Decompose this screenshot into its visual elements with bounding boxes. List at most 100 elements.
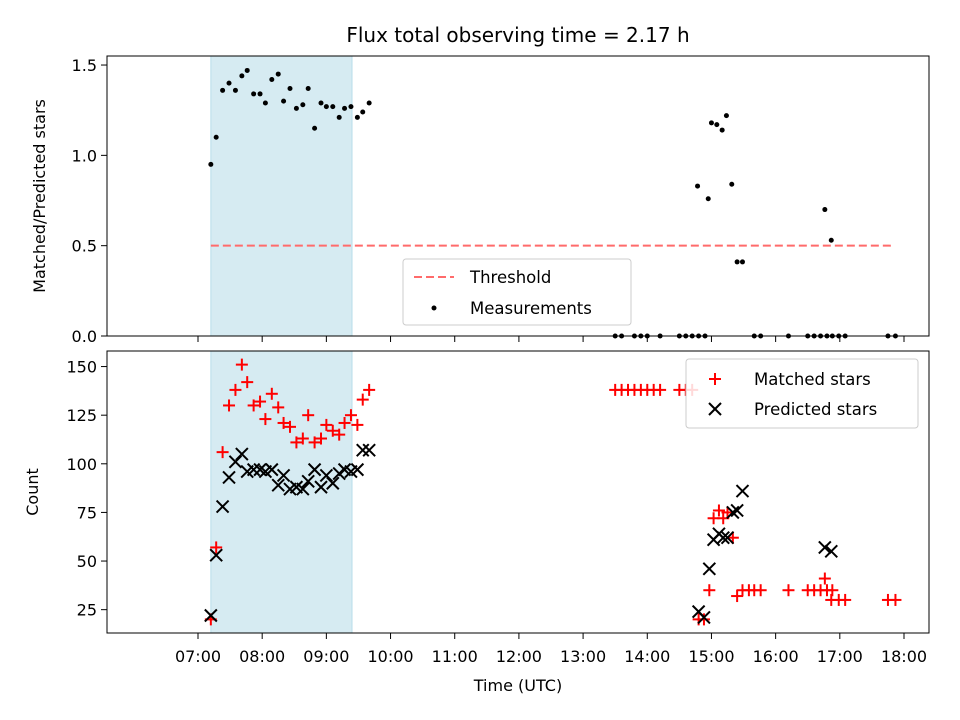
- matched-star-point: [754, 584, 767, 597]
- matched-star-point: [654, 383, 667, 396]
- matched-star-point: [259, 413, 272, 426]
- x-tick-label: 17:00: [817, 647, 863, 666]
- matched-star-point: [254, 395, 267, 408]
- matched-star-point: [210, 541, 223, 554]
- matched-star-point: [320, 418, 333, 431]
- matched-star-point: [265, 387, 278, 400]
- matched-star-point: [308, 436, 321, 449]
- bottom-panel: 25 50 75 100 125 150 07:00 08:00 09:00 10:00 11:0…: [23, 350, 930, 695]
- top-y-tick-label: 0.5: [72, 237, 97, 256]
- measurement-point: [208, 161, 214, 167]
- predicted-star-point: [702, 562, 717, 576]
- measurement-point: [342, 105, 348, 111]
- matched-star-point: [216, 446, 229, 459]
- top-y-tick-label: 0.0: [72, 327, 97, 346]
- x-tick-label: 14:00: [624, 647, 670, 666]
- matched-star-point: [290, 436, 303, 449]
- measurement-point: [281, 98, 287, 104]
- predicted-star-point: [735, 484, 750, 498]
- measurement-point: [705, 196, 711, 202]
- measurement-point: [734, 259, 740, 265]
- top-y-tick-label: 1.5: [72, 56, 97, 75]
- predicted-star-point: [204, 608, 218, 623]
- matched-star-point: [344, 409, 357, 422]
- x-tick-label: 13:00: [560, 647, 606, 666]
- measurement-point: [269, 76, 275, 82]
- bottom-legend: Matched stars Predicted stars: [685, 358, 919, 429]
- matched-legend-swatch: [709, 373, 721, 385]
- measurement-point: [714, 122, 720, 128]
- measurement-point: [232, 87, 238, 93]
- measurement-point: [739, 259, 745, 265]
- matched-star-point: [241, 376, 254, 389]
- measurement-point: [719, 127, 725, 133]
- measurement-point: [220, 87, 226, 93]
- matched-star-point: [333, 428, 346, 441]
- matched-star-point: [315, 432, 328, 445]
- measurement-point: [312, 125, 318, 131]
- x-axis-label: Time (UTC): [473, 676, 562, 695]
- predicted-star-point: [326, 476, 340, 490]
- measurement-point: [323, 104, 329, 110]
- matched-star-point: [731, 590, 744, 603]
- bottom-y-tick-label: 150: [66, 358, 97, 377]
- matched-star-point: [277, 416, 290, 429]
- matched-star-point: [235, 358, 248, 371]
- predicted-star-point: [307, 462, 322, 477]
- matched-star-point: [247, 399, 260, 412]
- x-tick-label: 18:00: [881, 647, 927, 666]
- predicted-star-point: [246, 462, 261, 477]
- matched-star-point: [356, 393, 369, 406]
- threshold-legend-label: Threshold: [469, 268, 551, 287]
- matched-star-point: [229, 383, 242, 396]
- matched-star-point: [272, 401, 285, 414]
- measurements-legend-label: Measurements: [470, 299, 592, 318]
- measurement-point: [275, 71, 281, 77]
- x-tick-label: 16:00: [753, 647, 799, 666]
- predicted-star-point: [350, 462, 365, 477]
- predicted-star-point: [362, 443, 376, 457]
- matched-star-point: [351, 418, 364, 431]
- measurement-point: [336, 114, 342, 120]
- predicted-star-point: [271, 478, 285, 492]
- measurement-point: [251, 91, 257, 97]
- measurement-point: [257, 91, 263, 97]
- matched-star-point: [782, 584, 795, 597]
- predicted-star-point: [720, 530, 735, 545]
- predicted-star-point: [235, 447, 249, 461]
- matched-star-point: [697, 613, 710, 626]
- measurement-point: [348, 104, 354, 110]
- predicted-star-point: [222, 470, 236, 485]
- measurement-point: [213, 134, 219, 140]
- top-chart-title: Flux total observing time = 2.17 h: [346, 23, 689, 47]
- predicted-star-point: [314, 480, 328, 494]
- matched-star-point: [839, 593, 852, 606]
- bottom-highlight-span: [210, 350, 353, 634]
- predicted-star-point: [824, 544, 838, 559]
- top-plot-frame: [106, 55, 930, 337]
- predicted-star-point: [697, 610, 711, 625]
- bottom-legend-box: [685, 358, 919, 429]
- x-tick-label: 09:00: [303, 647, 349, 666]
- x-tick-label: 07:00: [175, 647, 221, 666]
- matched-star-point: [826, 584, 839, 597]
- predicted-star-point: [818, 540, 832, 555]
- predicted-star-point: [730, 503, 744, 518]
- measurement-point: [300, 102, 306, 108]
- predicted-star-point: [296, 482, 310, 496]
- top-y-axis-label: Matched/Predicted stars: [30, 99, 49, 293]
- bottom-y-axis-label: Count: [23, 468, 42, 516]
- predicted-star-point: [209, 548, 223, 562]
- measurement-point: [366, 100, 372, 106]
- bottom-y-tick-label: 50: [77, 552, 97, 571]
- measurement-point: [226, 80, 232, 86]
- x-tick-label: 10:00: [367, 647, 413, 666]
- measurement-point: [695, 183, 701, 189]
- measurement-point: [723, 113, 729, 119]
- measurement-point: [708, 120, 714, 126]
- top-legend: Threshold Measurements: [402, 258, 632, 326]
- x-tick-label: 08:00: [239, 647, 285, 666]
- measurement-point: [318, 100, 324, 106]
- predicted-star-point: [356, 443, 370, 457]
